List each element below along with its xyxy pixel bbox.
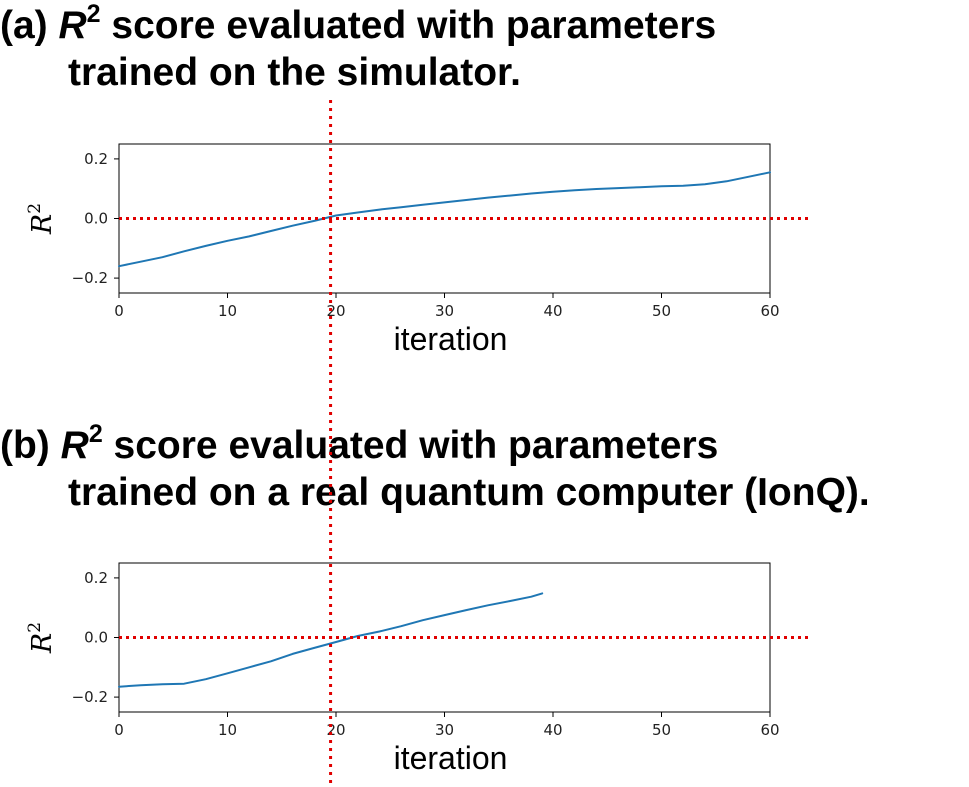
- heading-a-line1-rest: score evaluated with parameters: [100, 4, 717, 47]
- chart-b-xtick-label-0: 0: [114, 721, 124, 739]
- chart-a-xlabel: iteration: [394, 321, 508, 357]
- heading-a-sup: 2: [86, 0, 101, 28]
- chart-a-ytick-label-2: 0.2: [84, 150, 108, 168]
- chart-a-ytick-label-0: −0.2: [72, 269, 108, 287]
- chart-b-ytick-label-0: −0.2: [72, 688, 108, 706]
- chart-a-ylabel: R2: [25, 203, 58, 235]
- heading-b-sup: 2: [88, 420, 103, 448]
- heading-a-r: R: [58, 4, 87, 47]
- chart-b-ylabel: R2: [25, 622, 58, 654]
- chart-b-xtick-label-20: 20: [326, 721, 345, 739]
- heading-b-prefix: (b): [0, 424, 61, 467]
- chart-a-xtick-label-40: 40: [543, 302, 562, 320]
- heading-b-line2: trained on a real quantum computer (IonQ…: [68, 471, 870, 514]
- heading-b-r: R: [60, 424, 89, 467]
- heading-a: (a) R2 score evaluated with parameters t…: [0, 2, 716, 96]
- chart-a-xtick-label-30: 30: [435, 302, 454, 320]
- chart-a-xtick-label-10: 10: [218, 302, 237, 320]
- chart-a-series-line-0: [118, 171, 771, 268]
- chart-a-xtick-label-60: 60: [760, 302, 779, 320]
- chart-b-series-line-0: [118, 592, 544, 688]
- chart-b-xtick-label-60: 60: [760, 721, 779, 739]
- chart-a-xtick-label-20: 20: [326, 302, 345, 320]
- heading-a-line2: trained on the simulator.: [68, 51, 521, 94]
- chart-b-xtick-label-50: 50: [652, 721, 671, 739]
- chart-a-xtick-label-50: 50: [652, 302, 671, 320]
- chart-b-ytick-label-2: 0.2: [84, 569, 108, 587]
- chart-b-ytick-label-1: 0.0: [84, 629, 108, 647]
- chart-a-ytick-label-1: 0.0: [84, 210, 108, 228]
- heading-a-prefix: (a): [0, 4, 59, 47]
- heading-b-line1-rest: score evaluated with parameters: [102, 424, 719, 467]
- chart-b-xlabel: iteration: [394, 740, 508, 776]
- chart-b-xtick-label-10: 10: [218, 721, 237, 739]
- chart-a-xtick-label-0: 0: [114, 302, 124, 320]
- chart-b-xtick-label-30: 30: [435, 721, 454, 739]
- heading-b: (b) R2 score evaluated with parameters t…: [0, 422, 870, 516]
- chart-b-xtick-label-40: 40: [543, 721, 562, 739]
